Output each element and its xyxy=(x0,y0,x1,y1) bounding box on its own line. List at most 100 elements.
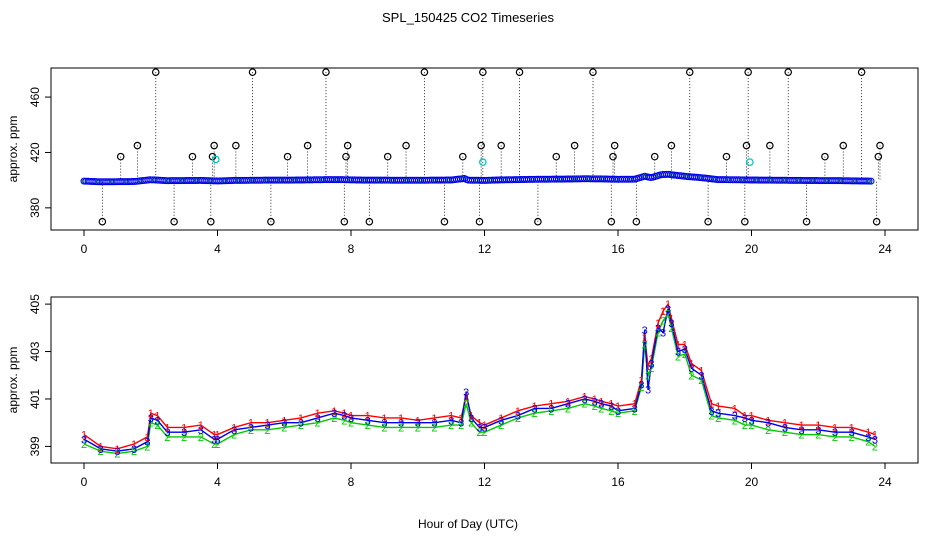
series-marker-1: 1 xyxy=(468,411,474,423)
series-marker-1: 1 xyxy=(415,415,421,427)
series-marker-2: 2 xyxy=(481,427,487,439)
series-marker-1: 1 xyxy=(815,420,821,432)
series-marker-1: 1 xyxy=(732,403,738,415)
series-marker-2: 2 xyxy=(675,351,681,363)
x-tick-label: 4 xyxy=(214,242,221,256)
outlier-point xyxy=(303,141,312,150)
outlier-point xyxy=(475,217,484,226)
series-marker-3: 3 xyxy=(660,328,666,340)
series-marker-3: 3 xyxy=(498,415,504,427)
series-marker-2: 2 xyxy=(468,418,474,430)
series-marker-1: 1 xyxy=(214,430,220,442)
series-marker-2: 2 xyxy=(565,403,571,415)
series-marker-3: 3 xyxy=(732,411,738,423)
outlier-point xyxy=(766,141,774,150)
series-marker-2: 2 xyxy=(732,415,738,427)
series-marker-3: 3 xyxy=(665,304,671,316)
outlier-point xyxy=(534,217,542,226)
outlier-point xyxy=(340,217,349,226)
y-tick-label: 403 xyxy=(28,341,42,361)
series-marker-1: 1 xyxy=(660,306,666,318)
outlier-point xyxy=(609,152,617,161)
y-tick-label: 380 xyxy=(28,198,42,218)
series-marker-1: 1 xyxy=(655,318,661,330)
outlier-point xyxy=(610,141,619,150)
outlier-point xyxy=(552,152,561,161)
series-marker-1: 1 xyxy=(248,418,254,430)
series-marker-3: 3 xyxy=(668,318,674,330)
x-tick-label: 20 xyxy=(745,475,759,489)
series-marker-2: 2 xyxy=(592,401,598,413)
series-marker-1: 1 xyxy=(675,339,681,351)
series-marker-3: 3 xyxy=(154,415,160,427)
series-marker-1: 1 xyxy=(748,411,754,423)
series-marker-1: 1 xyxy=(782,418,788,430)
series-marker-1: 1 xyxy=(154,411,160,423)
series-marker-3: 3 xyxy=(114,446,120,458)
y-axis-label: approx. ppm xyxy=(6,347,20,414)
outlier-point xyxy=(207,217,215,226)
series-marker-1: 1 xyxy=(765,415,771,427)
series-marker-2: 2 xyxy=(148,418,154,430)
y-tick-label: 401 xyxy=(28,389,42,409)
series-marker-2: 2 xyxy=(114,449,120,461)
series-marker-3: 3 xyxy=(144,437,150,449)
series-marker-2: 2 xyxy=(608,406,614,418)
outlier-point xyxy=(570,141,579,150)
series-marker-2: 2 xyxy=(648,363,654,375)
series-marker-2: 2 xyxy=(832,432,838,444)
series-marker-2: 2 xyxy=(642,339,648,351)
series-marker-3: 3 xyxy=(532,403,538,415)
series-marker-2: 2 xyxy=(655,328,661,340)
outlier-point xyxy=(133,141,142,150)
series-marker-1: 1 xyxy=(331,406,337,418)
series-marker-3: 3 xyxy=(688,363,694,375)
series-marker-2: 2 xyxy=(164,432,170,444)
series-marker-2: 2 xyxy=(645,370,651,382)
outlier-point xyxy=(515,68,524,76)
series-marker-2: 2 xyxy=(682,349,688,361)
series-marker-2: 2 xyxy=(660,316,666,328)
outlier-point xyxy=(650,152,659,161)
series-marker-1: 1 xyxy=(281,415,287,427)
outlier-point xyxy=(283,152,292,161)
baseline-point xyxy=(863,177,871,185)
baseline-point xyxy=(867,177,875,185)
outlier-point xyxy=(151,68,160,76)
outlier-point xyxy=(784,68,793,76)
series-marker-2: 2 xyxy=(742,420,748,432)
series-marker-3: 3 xyxy=(181,427,187,439)
series-marker-2: 2 xyxy=(131,446,137,458)
series-marker-1: 1 xyxy=(872,430,878,442)
series-marker-1: 1 xyxy=(448,411,454,423)
series-marker-1: 1 xyxy=(598,396,604,408)
series-marker-3: 3 xyxy=(642,325,648,337)
series-marker-1: 1 xyxy=(708,399,714,411)
series-marker-2: 2 xyxy=(668,323,674,335)
series-marker-2: 2 xyxy=(615,408,621,420)
flagged-point xyxy=(478,158,487,167)
series-marker-1: 1 xyxy=(476,418,482,430)
series-marker-1: 1 xyxy=(265,418,271,430)
outlier-point xyxy=(821,152,829,161)
series-marker-2: 2 xyxy=(715,413,721,425)
series-marker-3: 3 xyxy=(632,403,638,415)
series-marker-2: 2 xyxy=(281,422,287,434)
series-marker-2: 2 xyxy=(638,382,644,394)
series-marker-1: 1 xyxy=(592,394,598,406)
series-marker-3: 3 xyxy=(415,418,421,430)
series-marker-2: 2 xyxy=(448,420,454,432)
series-marker-1: 1 xyxy=(548,399,554,411)
outlier-point xyxy=(876,141,884,150)
x-tick-label: 24 xyxy=(878,242,892,256)
series-marker-1: 1 xyxy=(608,399,614,411)
outlier-point xyxy=(744,68,752,76)
series-marker-1: 1 xyxy=(865,427,871,439)
series-marker-1: 1 xyxy=(582,392,588,404)
outlier-point xyxy=(248,68,257,76)
x-tick-label: 16 xyxy=(611,475,625,489)
series-marker-3: 3 xyxy=(98,444,104,456)
series-marker-2: 2 xyxy=(248,425,254,437)
series-marker-3: 3 xyxy=(698,370,704,382)
